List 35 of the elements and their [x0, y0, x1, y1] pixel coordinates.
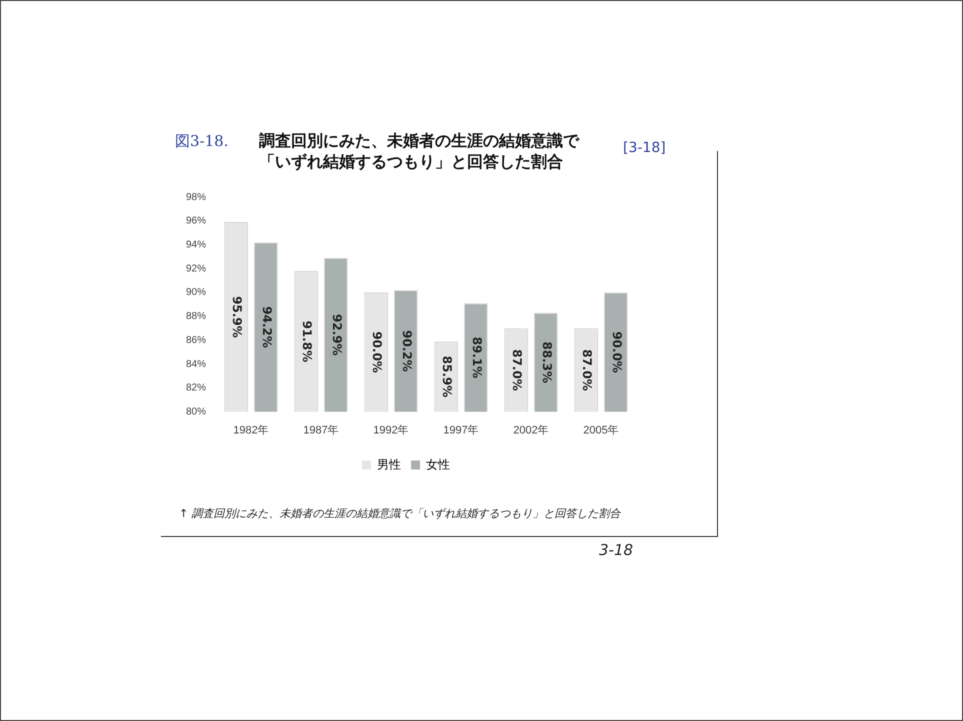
x-tick-label: 1987年 [303, 424, 339, 436]
data-label: 91.8% [300, 320, 314, 362]
y-tick-label: 84% [186, 358, 206, 370]
data-label: 88.3% [540, 341, 554, 384]
x-tick-label: 1997年 [443, 424, 479, 436]
text: ↑ 調査回別にみた、未婚者の生涯の結婚意識で「いずれ結婚するつもり」と回答した割合 [179, 506, 621, 521]
data-label: 90.0% [610, 331, 624, 373]
y-tick-label: 80% [186, 406, 206, 418]
y-tick-label: 96% [186, 216, 206, 227]
y-tick-label: 90% [186, 287, 206, 298]
y-tick-label: 94% [186, 239, 206, 250]
data-label: 90.2% [400, 330, 414, 372]
x-tick-label: 2005年 [583, 424, 619, 436]
text: 3-18 [599, 541, 634, 559]
y-tick-label: 82% [186, 382, 206, 394]
x-tick-label: 2002年 [513, 424, 549, 436]
x-tick-label: 1982年 [233, 424, 269, 436]
legend-label: 男性 [377, 457, 401, 472]
legend-label: 女性 [426, 457, 450, 472]
caption: 図3-18. [175, 132, 228, 151]
y-tick-label: 98% [186, 192, 206, 203]
data-label: 90.0% [370, 331, 384, 373]
data-label: 95.9% [230, 296, 244, 338]
data-label: 92.9% [330, 314, 344, 356]
data-label: 85.9% [440, 356, 454, 398]
data-label: 87.0% [580, 349, 594, 391]
y-tick-label: 92% [186, 263, 206, 274]
data-label: 94.2% [260, 306, 274, 348]
x-tick-label: 1992年 [373, 424, 409, 436]
y-tick-label: 88% [186, 311, 206, 322]
data-label: 87.0% [510, 349, 524, 391]
y-tick-label: 86% [186, 334, 206, 346]
data-label: 89.1% [470, 336, 484, 378]
text: [3-18] [623, 140, 666, 156]
chart-title: 調査回別にみた、未婚者の生涯の結婚意識で「いずれ結婚するつもり」と回答した割合 [259, 130, 581, 172]
